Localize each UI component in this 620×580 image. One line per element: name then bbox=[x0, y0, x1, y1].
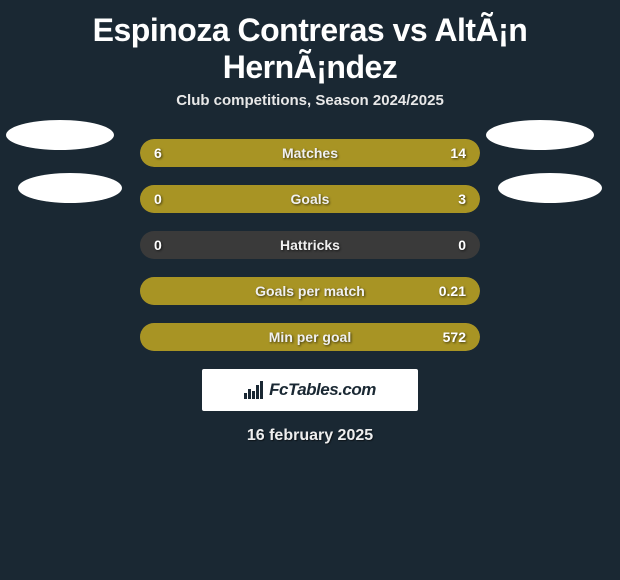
stat-label: Min per goal bbox=[140, 323, 480, 351]
stat-label: Hattricks bbox=[140, 231, 480, 259]
stat-value-right: 3 bbox=[458, 185, 466, 213]
stat-value-right: 0 bbox=[458, 231, 466, 259]
decorative-oval bbox=[18, 173, 122, 203]
logo-box: FcTables.com bbox=[202, 369, 418, 411]
stat-row: Min per goal572 bbox=[140, 323, 480, 351]
logo-text: FcTables.com bbox=[269, 380, 376, 400]
stat-value-right: 0.21 bbox=[439, 277, 466, 305]
decorative-oval bbox=[486, 120, 594, 150]
stat-row: 6Matches14 bbox=[140, 139, 480, 167]
stat-label: Matches bbox=[140, 139, 480, 167]
stat-value-right: 572 bbox=[443, 323, 466, 351]
stat-label: Goals per match bbox=[140, 277, 480, 305]
stat-row: 0Goals3 bbox=[140, 185, 480, 213]
page-title: Espinoza Contreras vs AltÃ¡n HernÃ¡ndez bbox=[0, 0, 620, 92]
decorative-oval bbox=[6, 120, 114, 150]
stat-row: 0Hattricks0 bbox=[140, 231, 480, 259]
chart-bars-icon bbox=[244, 381, 263, 399]
decorative-oval bbox=[498, 173, 602, 203]
stat-row: Goals per match0.21 bbox=[140, 277, 480, 305]
date-label: 16 february 2025 bbox=[0, 427, 620, 445]
stat-value-right: 14 bbox=[450, 139, 466, 167]
stat-label: Goals bbox=[140, 185, 480, 213]
stats-container: 6Matches140Goals30Hattricks0Goals per ma… bbox=[0, 139, 620, 351]
